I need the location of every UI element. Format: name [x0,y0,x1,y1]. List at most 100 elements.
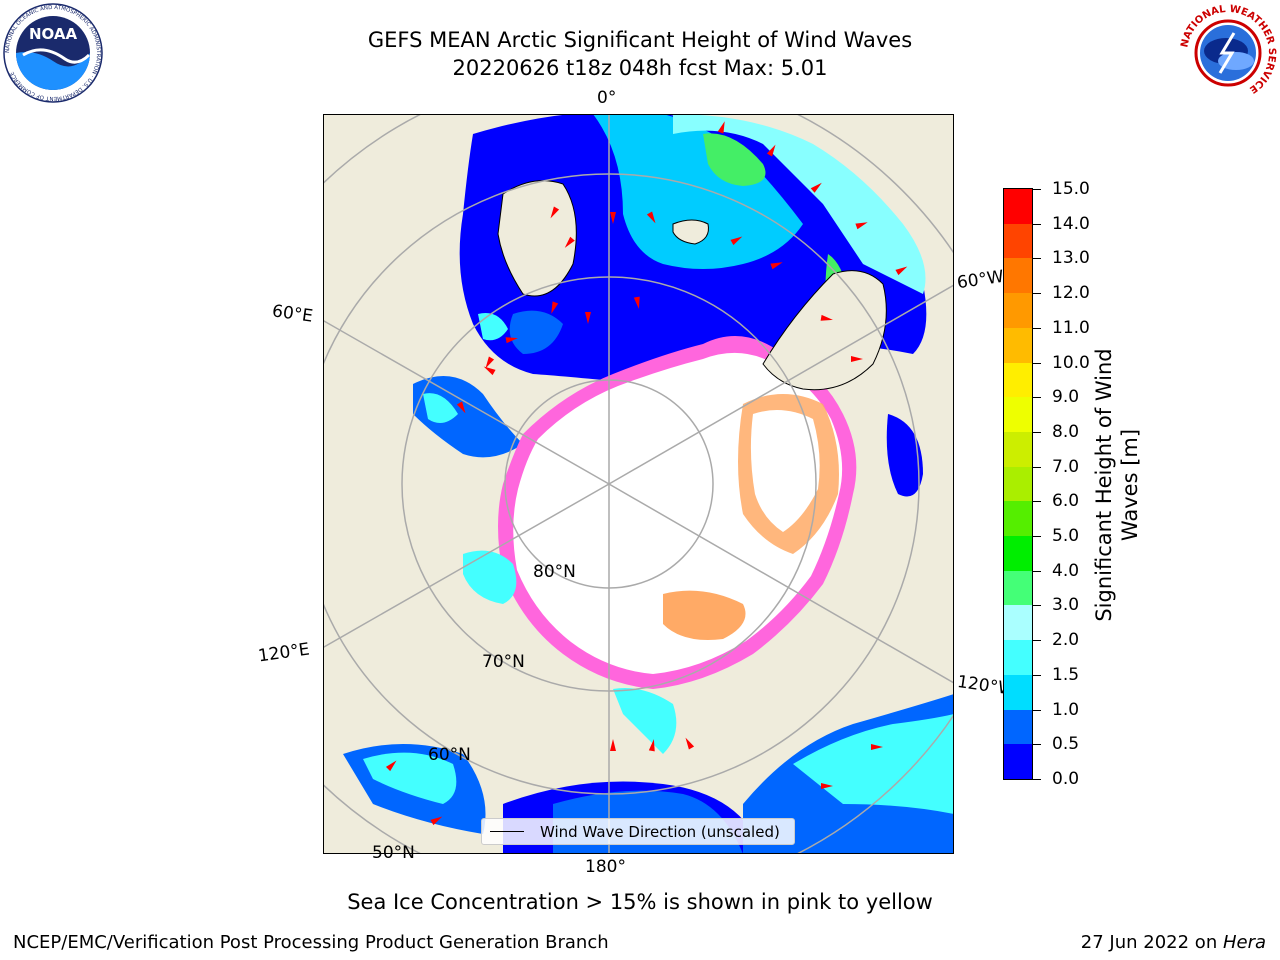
footer-host: Hera [1222,932,1266,953]
lat-label-60: 60°N [428,745,471,765]
colorbar-tick-label: 2.0 [1052,630,1080,651]
meridian-60w [608,284,954,485]
colorbar-tick [1033,258,1041,260]
wind-wave-arrow [430,816,443,826]
colorbar-tick-label: 4.0 [1052,560,1080,581]
colorbar-tick [1033,570,1041,572]
wind-wave-arrow [483,366,496,376]
wind-wave-arrow [821,783,833,789]
colorbar-tick-label: 6.0 [1052,491,1080,512]
colorbar-segment [1004,223,1032,259]
wind-wave-arrow [820,314,833,321]
colorbar-segment [1004,535,1032,571]
wind-wave-arrow [633,296,640,309]
noaa-logo-text: NOAA [29,25,78,43]
colorbar-tick [1033,674,1041,676]
colorbar-segment [1004,674,1032,710]
colorbar-segment [1004,362,1032,398]
lon-label-60w: 60°W [955,266,1006,294]
wind-wave-arrow [456,401,466,414]
wind-wave-arrow [385,760,397,772]
colorbar-tick [1033,466,1041,468]
colorbar-tick [1033,223,1041,225]
colorbar-tick-label: 8.0 [1052,421,1080,442]
lat-label-50: 50°N [372,843,415,863]
wind-wave-arrow [810,182,822,193]
colorbar-tick-label: 1.0 [1052,699,1080,720]
colorbar-tick [1033,501,1041,503]
colorbar-tick-label: 14.0 [1052,213,1090,234]
colorbar-tick-label: 3.0 [1052,595,1080,616]
chart-subtitle: 20220626 t18z 048h fcst Max: 5.01 [452,56,828,80]
colorbar-segment [1004,257,1032,294]
meridian-120w [608,483,954,684]
colorbar-tick-label: 15.0 [1052,179,1090,199]
map-border [323,114,954,854]
lat-label-80: 80°N [533,562,576,582]
colorbar-tick-label: 0.5 [1052,734,1080,755]
map-legend: Wind Wave Direction (unscaled) [481,818,795,845]
lon-label-120e: 120°E [256,639,311,667]
colorbar-tick [1033,536,1041,538]
colorbar-tick-label: 5.0 [1052,526,1080,547]
sea-ice-note: Sea Ice Concentration > 15% is shown in … [347,890,933,914]
colorbar-tick [1033,362,1041,364]
colorbar-tick [1033,189,1041,190]
wind-wave-arrow [646,211,656,224]
wind-wave-arrow [648,739,655,752]
wave-field-pacific [343,688,954,854]
wind-wave-arrow [770,262,783,270]
wind-wave-arrow [766,144,776,157]
colorbar-tick-label: 9.0 [1052,387,1080,408]
colorbar-segment [1004,466,1032,502]
lon-label-0: 0° [597,88,617,108]
colorbar-segment [1004,743,1032,779]
colorbar-segment [1004,604,1032,641]
graticule [323,114,954,854]
lat-label-70: 70°N [482,652,525,672]
colorbar-tick [1033,779,1041,780]
noaa-logo: NOAA NATIONAL OCEANIC AND ATMOSPHERIC AD… [3,3,103,103]
colorbar-tick [1033,640,1041,642]
colorbar-tick [1033,605,1041,607]
colorbar-tick-label: 1.5 [1052,664,1080,685]
wind-wave-arrow [551,301,559,314]
iceland-land [672,219,709,245]
colorbar-tick-label: 12.0 [1052,283,1090,304]
colorbar-tick-label: 0.0 [1052,769,1080,789]
chart-title: GEFS MEAN Arctic Significant Height of W… [367,28,913,52]
wind-wave-arrow [564,236,575,248]
colorbar-tick-label: 7.0 [1052,456,1080,477]
footer-date: 27 Jun 2022 on Hera [1081,932,1266,953]
wind-wave-arrow [851,356,863,362]
colorbar-segment [1004,570,1032,606]
colorbar-tick [1033,744,1041,746]
nws-logo: NATIONAL WEATHER SERVICE [1178,3,1278,103]
wind-wave-arrow [610,212,616,224]
wind-wave-arrow [585,312,591,324]
colorbar-tick [1033,293,1041,295]
wind-wave-arrow [550,206,560,219]
meridian-60e [323,319,610,485]
sea-ice [463,336,857,689]
colorbar-tick [1033,431,1041,433]
wind-wave-arrows [385,121,908,826]
colorbar-segment [1004,500,1032,537]
wind-wave-arrow [855,222,868,230]
colorbar-tick [1033,709,1041,711]
colorbar-tick-label: 13.0 [1052,248,1090,269]
colorbar-segment [1004,292,1032,328]
footer-date-text: 27 Jun 2022 on [1080,932,1223,953]
wind-wave-arrow [610,739,616,751]
wind-wave-arrow [505,337,518,344]
legend-line-swatch [490,830,524,833]
colorbar-segment [1004,431,1032,467]
colorbar-tick-label: 10.0 [1052,352,1090,373]
colorbar [1003,188,1033,780]
wind-wave-arrow [730,236,743,246]
meridian-120e [323,483,610,649]
colorbar-tick [1033,327,1041,329]
colorbar-title: Significant Height of Wind Waves [m] [1092,348,1142,622]
colorbar-tick [1033,397,1041,399]
wind-wave-arrow [717,121,725,134]
